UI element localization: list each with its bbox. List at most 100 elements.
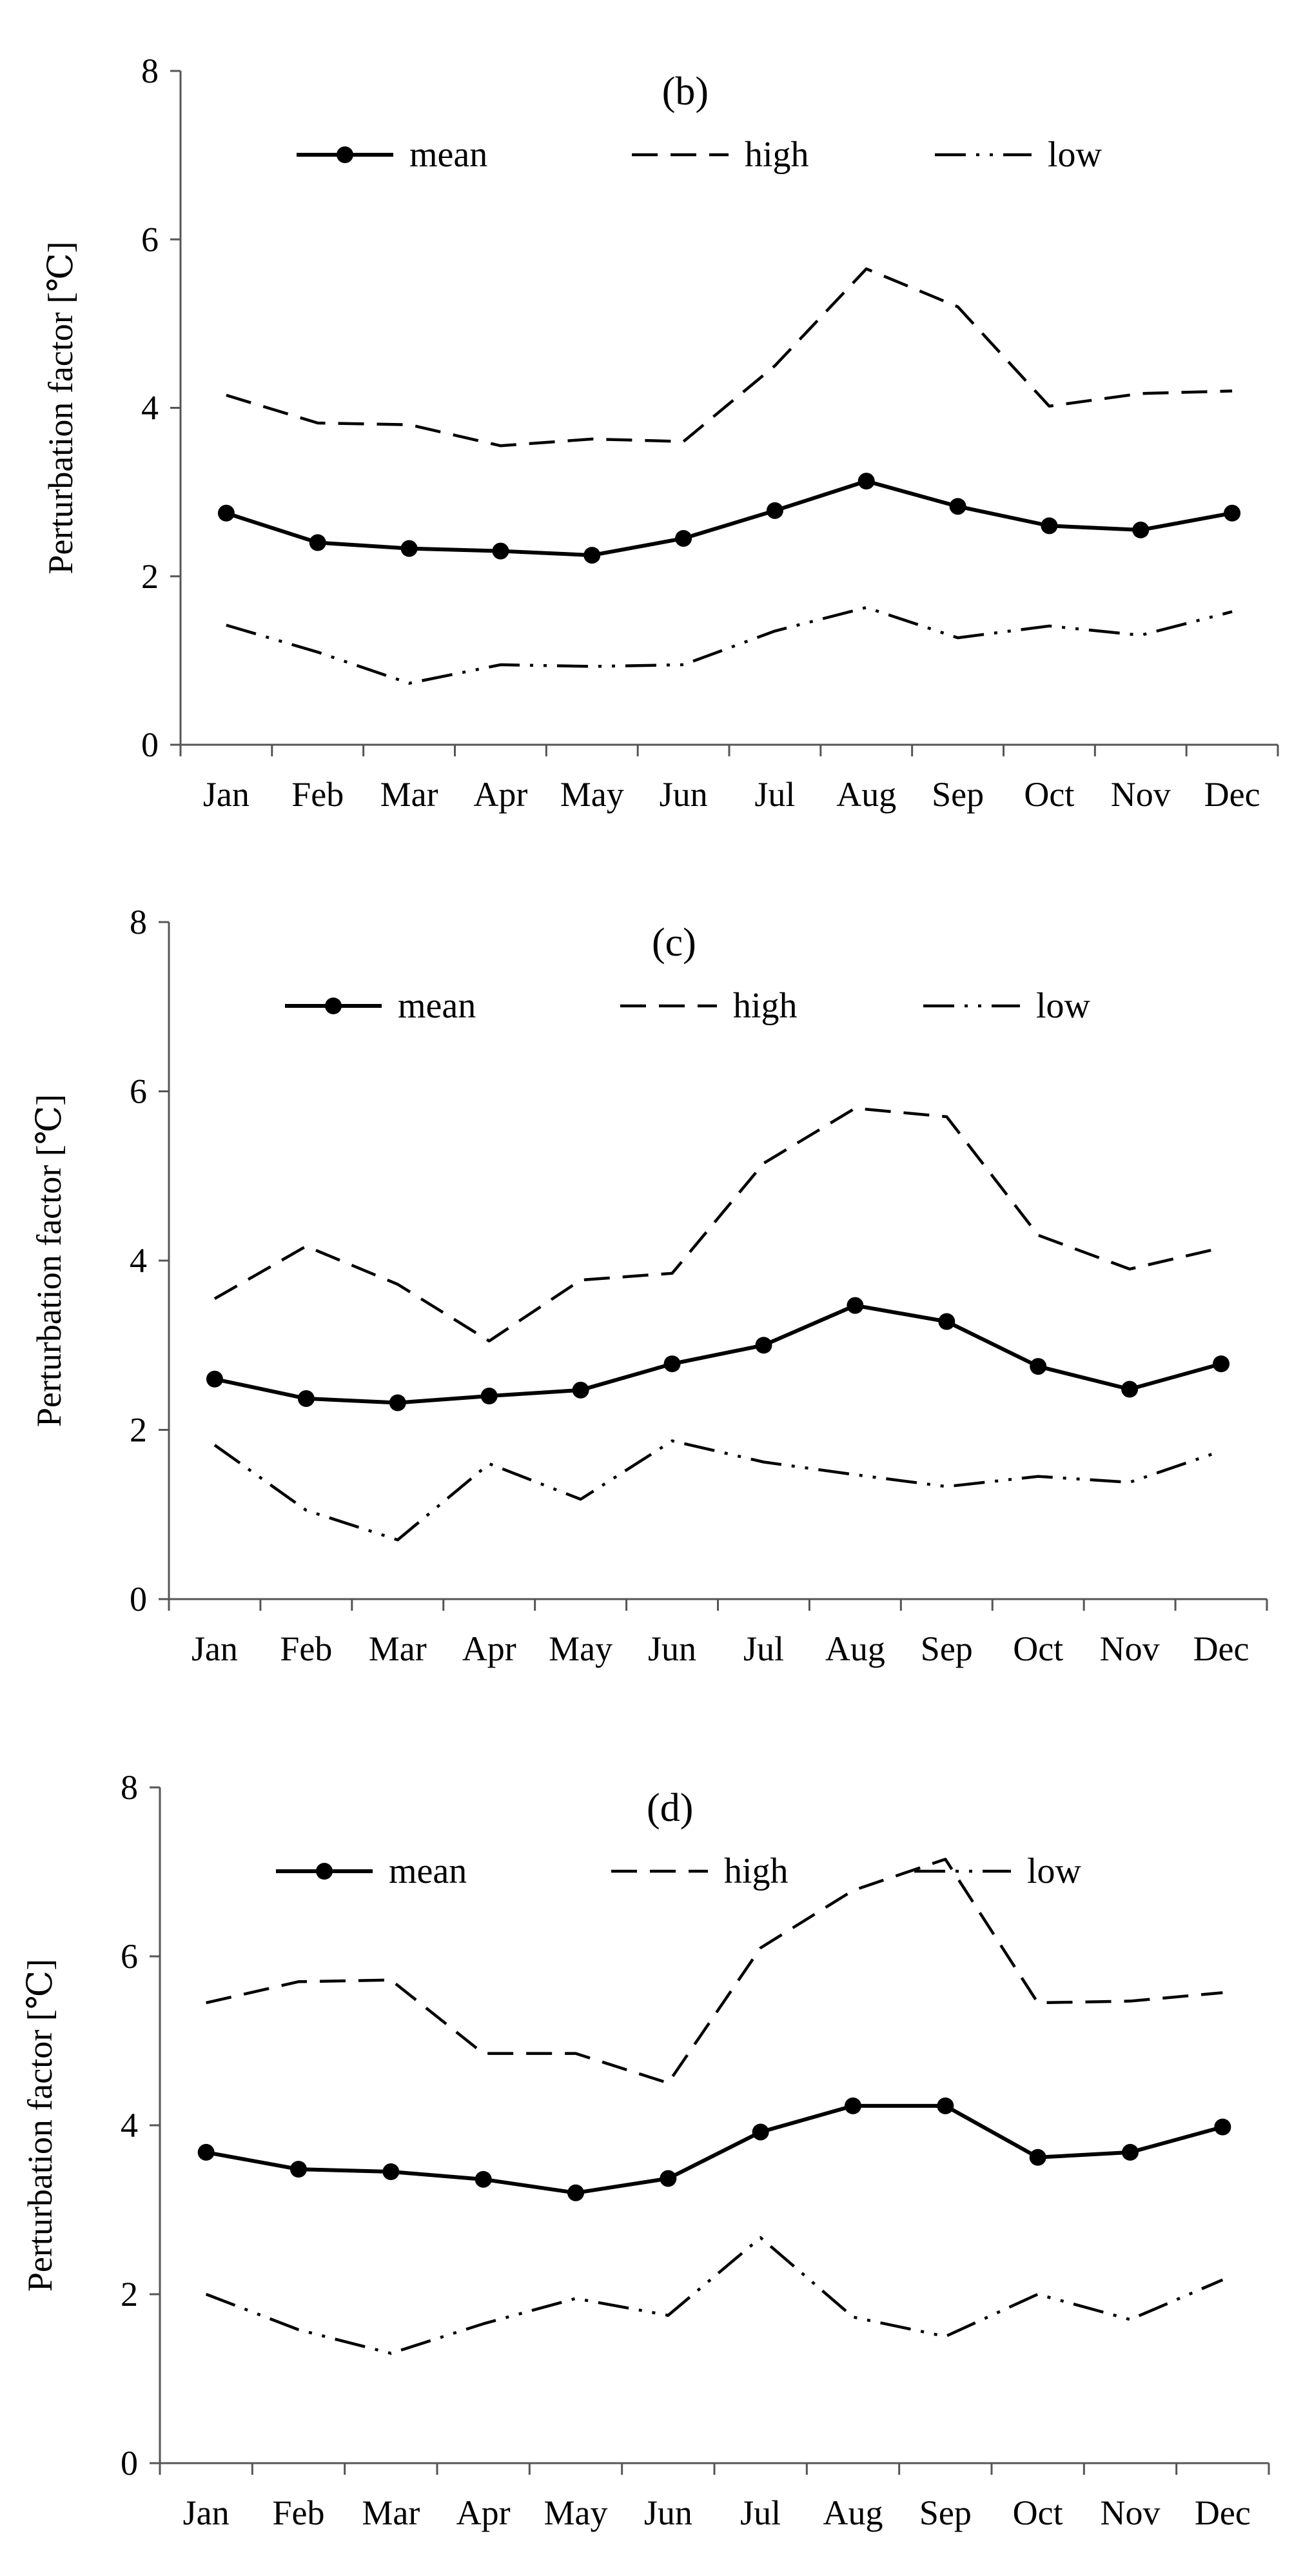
y-tick-label: 0 [141,725,159,764]
data-point-mean [400,540,418,557]
legend-marker-mean [337,146,353,163]
y-tick-label: 2 [130,1411,147,1450]
x-tick-label: Feb [273,2493,325,2532]
data-point-mean [752,2123,769,2141]
y-tick-label: 2 [141,557,159,596]
data-point-mean [675,529,692,547]
x-tick-label: Jan [203,775,250,814]
x-tick-label: Nov [1111,775,1171,814]
series-line-mean [225,479,1233,558]
data-point-mean [938,1313,955,1330]
x-tick-label: May [544,2493,608,2532]
legend-marker-mean [325,998,342,1014]
data-point-mean [492,542,509,560]
y-axis-label: Perturbation factor [℃] [21,1959,59,2292]
x-tick-label: Sep [921,1629,973,1668]
x-tick-label: Dec [1195,2493,1251,2532]
data-point-mean [949,498,966,515]
x-tick-label: Apr [462,1629,516,1668]
panel-title: (b) [662,70,709,113]
data-point-mean [567,2184,584,2201]
y-tick-label: 0 [130,1580,147,1618]
data-point-mean [1213,1355,1230,1373]
data-point-mean [480,1388,498,1404]
x-tick-label: Mar [362,2493,420,2532]
legend-label-mean: mean [389,1851,467,1891]
y-tick-label: 8 [121,1768,138,1807]
y-tick-label: 2 [121,2275,138,2314]
panel-title: (c) [652,921,696,965]
x-tick-label: Aug [836,775,896,814]
data-point-mean [206,1370,223,1388]
chart-panel-1: 0 2 4 6 8 Jan Feb Mar Apr May Jun Jul Aug Sep Oct Nov De… [41,52,1279,814]
x-tick-label: Oct [1013,1629,1063,1668]
x-tick-label: Sep [919,2493,972,2532]
data-point-mean [197,2143,215,2161]
series-line-high [206,1858,1223,2085]
x-tick-label: Aug [825,1629,885,1668]
data-point-mean [845,2097,861,2114]
series-line-low [226,605,1233,685]
data-point-mean [572,1381,589,1399]
data-point-mean [1132,521,1150,538]
chart-panel-2: 0 2 4 6 8 Jan Feb Mar Apr May Jun Jul Aug Sep Oct Nov De… [30,903,1268,1668]
y-tick-label: 4 [141,389,159,428]
data-point-mean [309,534,326,551]
x-tick-label: Jan [191,1629,238,1668]
data-point-mean [660,2170,677,2187]
y-tick-label: 6 [141,220,159,259]
data-point-mean [475,2170,492,2188]
x-tick-label: Feb [291,775,344,814]
data-point-mean [1041,517,1058,535]
x-tick-label: Jun [644,2493,692,2532]
y-tick-label: 6 [130,1072,147,1111]
x-tick-label: Jul [740,2493,781,2532]
series-line-low [205,2236,1224,2355]
x-tick-label: Apr [456,2493,511,2532]
x-tick-label: Jul [743,1629,784,1668]
data-point-mean [290,2161,307,2178]
y-tick-label: 4 [130,1241,147,1280]
data-point-mean [857,473,875,490]
y-axis-label: Perturbation factor [℃] [41,241,80,574]
legend-label-low: low [1027,1851,1082,1891]
legend-label-mean: mean [398,986,476,1026]
x-tick-label: Apr [473,775,527,814]
data-point-mean [389,1394,406,1411]
legend-label-low: low [1036,986,1091,1026]
x-tick-label: May [560,775,624,814]
x-tick-label: Jan [183,2493,230,2532]
data-point-mean [1122,2143,1139,2161]
x-tick-label: Dec [1204,775,1260,814]
data-point-mean [1029,2148,1046,2166]
data-point-mean [937,2097,954,2114]
data-point-mean [755,1337,772,1354]
data-point-mean [1030,1358,1047,1375]
data-point-mean [766,502,783,519]
y-tick-label: 6 [121,1937,138,1976]
chart-panel-3: 0 2 4 6 8 Jan Feb Mar Apr May Jun Jul Aug Sep Oct Nov De… [21,1768,1270,2532]
series-line-high [226,267,1233,447]
data-point-mean [382,2163,400,2181]
y-tick-label: 4 [121,2106,138,2145]
data-point-mean [1121,1381,1139,1398]
x-tick-label: Nov [1100,1629,1160,1668]
x-tick-label: Jun [648,1629,696,1668]
data-point-mean [1214,2118,1231,2136]
legend-marker-mean [316,1863,333,1880]
y-axis-label: Perturbation factor [℃] [30,1094,68,1427]
legend-label-high: high [733,986,798,1026]
data-point-mean [217,504,235,522]
x-tick-label: Nov [1101,2493,1161,2532]
x-tick-label: Sep [932,775,984,814]
legend-label-mean: mean [409,135,487,175]
x-tick-label: Mar [369,1629,427,1668]
x-tick-label: Jun [660,775,708,814]
series-line-mean [214,1303,1222,1405]
y-tick-label: 8 [141,52,159,90]
y-tick-label: 0 [121,2444,138,2483]
series-line-mean [206,2103,1224,2195]
y-tick-label: 8 [130,903,147,941]
data-point-mean [1224,504,1241,522]
